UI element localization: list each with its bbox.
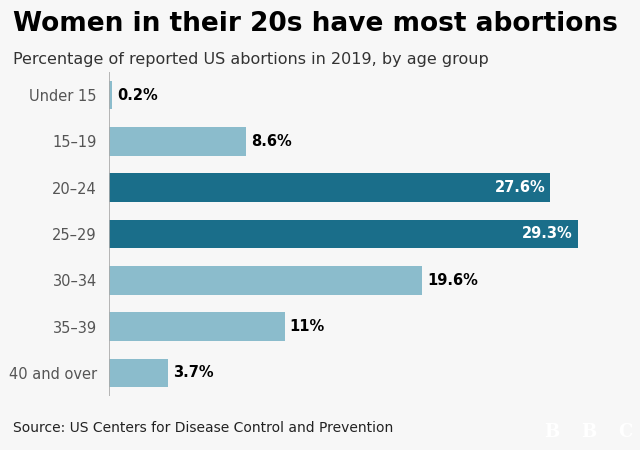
- Bar: [109, 173, 550, 202]
- Bar: [109, 312, 285, 341]
- Text: B: B: [545, 423, 559, 441]
- Text: C: C: [618, 423, 632, 441]
- Text: 8.6%: 8.6%: [251, 134, 292, 149]
- Bar: [109, 359, 168, 387]
- Text: 29.3%: 29.3%: [522, 226, 573, 242]
- Text: 19.6%: 19.6%: [428, 273, 478, 288]
- Bar: [109, 81, 112, 109]
- Text: 0.2%: 0.2%: [117, 88, 157, 103]
- Bar: [109, 266, 422, 295]
- Bar: [109, 220, 577, 248]
- Text: Source: US Centers for Disease Control and Prevention: Source: US Centers for Disease Control a…: [13, 421, 393, 436]
- Text: 3.7%: 3.7%: [173, 365, 213, 380]
- Bar: [109, 127, 246, 156]
- Text: 11%: 11%: [290, 319, 325, 334]
- Text: Women in their 20s have most abortions: Women in their 20s have most abortions: [13, 11, 618, 37]
- Text: 27.6%: 27.6%: [495, 180, 545, 195]
- Text: B: B: [581, 423, 596, 441]
- Text: Percentage of reported US abortions in 2019, by age group: Percentage of reported US abortions in 2…: [13, 52, 488, 67]
